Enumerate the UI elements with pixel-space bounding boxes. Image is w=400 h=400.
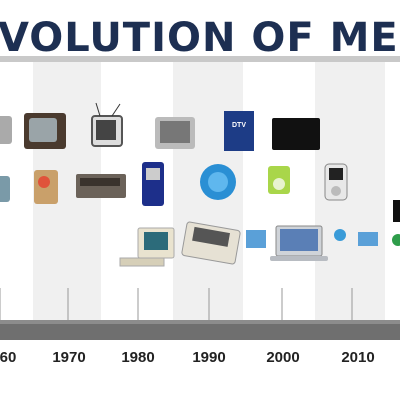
decade-label: 60: [0, 349, 16, 366]
decade-label: 1970: [52, 349, 85, 366]
devices: DTV: [0, 102, 400, 267]
decade-label: 1990: [192, 349, 225, 366]
title: VOLUTION OF ME: [0, 15, 399, 61]
decade-label: 2010: [341, 349, 374, 366]
timeline-ticks: [0, 288, 353, 320]
timeline-highlight: [0, 320, 400, 324]
decade-label: 1980: [121, 349, 154, 366]
title-band: [0, 0, 400, 58]
device-label: DTV: [232, 122, 246, 129]
title-rule: [0, 56, 400, 62]
timeline-bar: [0, 320, 400, 340]
decade-label: 2000: [266, 349, 299, 366]
